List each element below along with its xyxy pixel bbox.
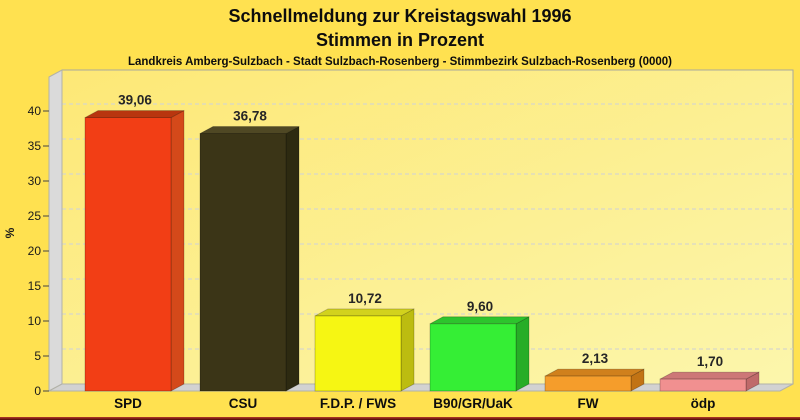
- ytick-label-5: 5: [34, 349, 41, 363]
- ytick-label-40: 40: [28, 104, 42, 118]
- bar-csu: [199, 133, 287, 392]
- bar-value-label-csu: 36,78: [233, 109, 267, 124]
- bar-value-label-b90-gr-uak: 9,60: [467, 299, 493, 314]
- ytick-label-20: 20: [28, 244, 42, 258]
- bar-spd: [84, 117, 172, 392]
- bottom-edge-strip: [0, 417, 800, 420]
- bar-dp: [659, 378, 747, 392]
- ytick-label-0: 0: [34, 384, 41, 398]
- bar-value-label-f-d-p-fws: 10,72: [348, 291, 382, 306]
- bar-top-spd: [84, 110, 185, 118]
- bar-top-f-d-p-fws: [314, 308, 415, 317]
- ytick-label-10: 10: [28, 314, 42, 328]
- bar-side-csu: [285, 125, 300, 392]
- plot-left-wall: [48, 69, 63, 392]
- report-subtitle: Landkreis Amberg-Sulzbach - Stadt Sulzba…: [127, 56, 672, 68]
- bar-f-d-p-fws: [314, 315, 402, 392]
- bar-side-spd: [170, 109, 185, 392]
- category-label-csu: CSU: [229, 396, 258, 411]
- ytick-label-30: 30: [28, 174, 42, 188]
- bar-side-b90-gr-uak: [515, 316, 530, 392]
- bar-b90-gr-uak: [429, 323, 517, 392]
- bar-top-csu: [199, 126, 300, 134]
- bar-value-label-dp: 1,70: [697, 354, 723, 369]
- ytick-label-35: 35: [28, 139, 42, 153]
- bar-fw: [544, 375, 632, 392]
- report-header: Schnellmeldung zur Kreistagswahl 1996 St…: [0, 4, 800, 69]
- bar-side-f-d-p-fws: [400, 308, 415, 392]
- y-axis-title: %: [3, 227, 17, 238]
- bar-top-b90-gr-uak: [429, 316, 530, 325]
- report-title-line2: Stimmen in Prozent: [315, 30, 485, 50]
- bar-value-label-spd: 39,06: [118, 93, 152, 108]
- chart-root: 0 5 10 15 20 25 30 35 40% 39,06 SPD 36,78 CSU 10,72 F.…: [3, 69, 794, 411]
- category-label-b90-gr-uak: B90/GR/UaK: [433, 396, 513, 411]
- bar-top-dp: [659, 371, 760, 380]
- bar-value-label-fw: 2,13: [582, 351, 609, 366]
- category-label-dp: ödp: [691, 396, 716, 411]
- ytick-label-25: 25: [28, 209, 42, 223]
- ytick-label-15: 15: [28, 279, 42, 293]
- bar-top-fw: [544, 368, 645, 377]
- category-label-f-d-p-fws: F.D.P. / FWS: [320, 396, 396, 411]
- report-title-line1: Schnellmeldung zur Kreistagswahl 1996: [228, 6, 572, 26]
- category-label-spd: SPD: [114, 396, 142, 411]
- category-label-fw: FW: [578, 396, 599, 411]
